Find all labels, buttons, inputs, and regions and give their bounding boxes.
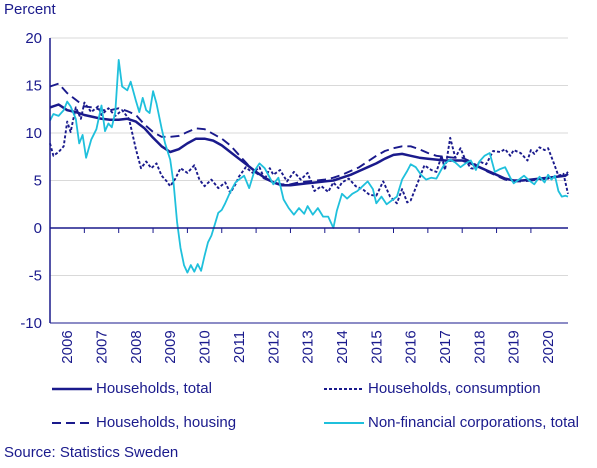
legend-item-nfc-total: Non-financial corporations, total [322,414,579,431]
y-tick-label: -10 [20,315,42,332]
x-tick-label: 2009 [162,330,179,363]
legend-swatch-dotted [324,387,364,390]
x-tick-label: 2014 [334,330,351,363]
legend-item-households-consumption: Households, consumption [322,380,541,397]
x-tick-labels: 2006 2007 2008 2009 2010 2011 2012 2013 2014 2015… [59,330,557,363]
x-tick-label: 2011 [231,331,248,363]
source-note: Source: Statistics Sweden [4,444,179,461]
x-tick-label: 2017 [437,330,454,363]
x-tick-label: 2016 [403,330,420,363]
series-line-nfc-total [49,59,569,274]
x-tick-label: 2010 [197,330,214,363]
legend-label: Households, total [96,380,212,397]
axes [49,38,568,324]
x-tick-label: 2020 [540,330,557,363]
y-tick-label: 0 [34,220,42,237]
y-tick-label: 5 [34,173,42,190]
series-lines [49,59,569,274]
y-tick-label: 10 [25,125,42,142]
legend: Households, total Households, consumptio… [0,380,597,440]
x-tick-label: 2013 [300,330,317,363]
y-tick-label: -5 [29,268,42,285]
y-axis-label: Percent [4,1,56,18]
x-tick-label: 2018 [471,330,488,363]
legend-swatch-cyan [324,421,364,424]
legend-label: Households, consumption [368,380,541,397]
legend-label: Households, housing [96,414,237,431]
y-tick-label: 20 [25,30,42,47]
x-tick-label: 2008 [128,330,145,363]
legend-item-households-total: Households, total [50,380,212,397]
legend-item-households-housing: Households, housing [50,414,236,431]
legend-swatch-dashed [52,421,92,424]
x-tick-label: 2012 [265,330,282,363]
x-tick-label: 2007 [94,330,111,363]
y-tick-labels: 20 15 10 5 0 -5 -10 [20,30,42,332]
x-tick-label: 2019 [506,330,523,363]
series-line-households-housing [49,82,569,186]
legend-swatch-solid [52,387,92,390]
y-tick-label: 15 [25,78,42,95]
x-tick-label: 2006 [59,330,76,363]
legend-label: Non-financial corporations, total [368,414,579,431]
x-tick-label: 2015 [368,330,385,363]
